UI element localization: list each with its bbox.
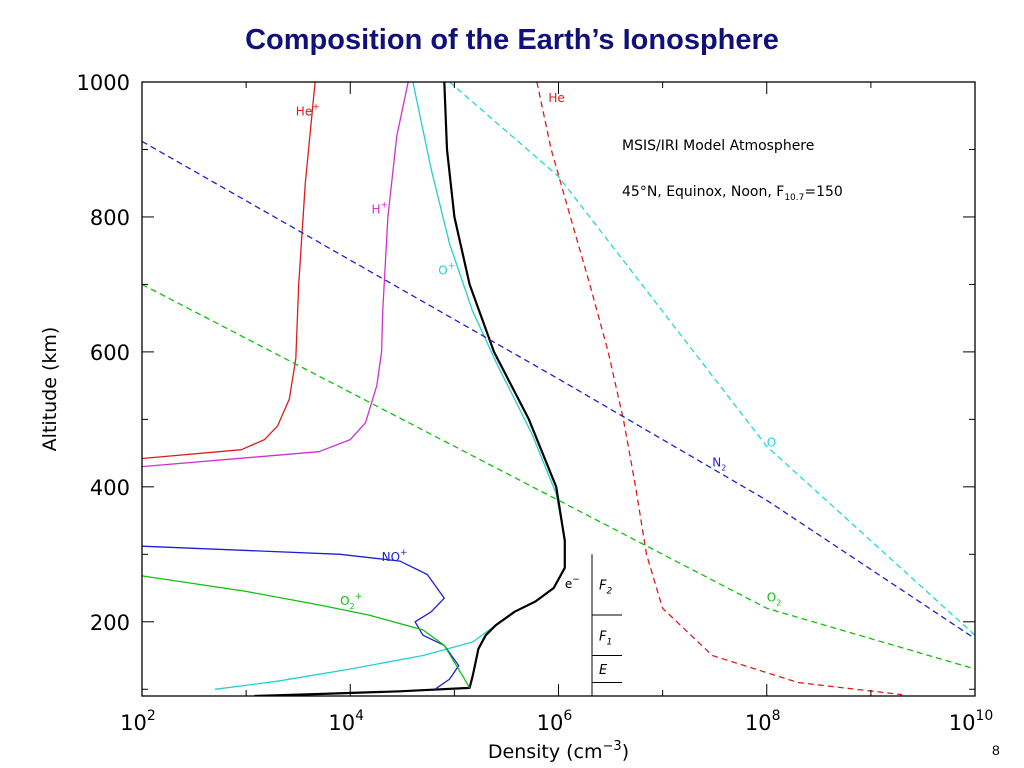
series-line-he-ion-0 [142,82,316,460]
series-label-1: H+ [372,201,389,217]
annotations: MSIS/IRI Model Atmosphere 45°N, Equinox, … [622,138,843,203]
y-axis-title: Altitude (km) [39,327,61,452]
y-tick-label-2: 600 [90,341,130,365]
series-group [142,82,975,696]
layer-label-f1: F1 [599,629,612,647]
series-labels: He+ H+ O+ e− NO+ O2+ He N2 O O2 [296,91,781,611]
x-tick-label-3: 108 [745,708,781,735]
x-tick-label-1: 104 [328,708,364,735]
model-annotation: MSIS/IRI Model Atmosphere [622,138,814,154]
series-line-o2-neutral-9 [142,283,975,670]
x-tick-label-2: 106 [537,708,573,735]
series-label-3: e− [565,575,580,591]
series-label-8: O [767,435,776,449]
y-tick-label-0: 200 [90,611,130,635]
x-tick-label-4: 1010 [949,708,994,735]
series-line-o2-ion-5 [142,575,471,689]
y-tick-label-1: 400 [90,476,130,500]
y-tick-label-4: 1000 [77,71,130,95]
series-label-4: NO+ [382,548,408,564]
series-label-7: N2 [712,456,726,473]
conditions-annotation: 45°N, Equinox, Noon, F10.7=150 [622,184,843,203]
series-line-no-ion-4 [142,545,460,690]
series-label-0: He+ [296,103,320,119]
x-axis-title: Density (cm−3) [488,739,629,763]
y-tick-label-3: 800 [90,206,130,230]
axes: 102 104 106 108 1010 200 400 600 800 1000 Density … [39,71,993,763]
slide-title: Composition of the Earth’s Ionosphere [245,24,779,56]
series-line-e-electron-3 [254,82,566,696]
series-line-o-neutral-8 [449,82,975,636]
series-label-9: O2 [767,591,782,608]
series-line-n2-neutral-7 [142,140,975,640]
page-number: 8 [992,742,1000,758]
series-label-2: O+ [438,261,455,277]
layer-label-e: E [599,663,608,678]
series-line-h-ion-1 [142,82,409,468]
ionosphere-layer-markers: F2 F1 E [591,554,622,696]
series-label-6: He [548,91,564,105]
series-label-5: O2+ [340,592,362,611]
series-line-he-neutral-6 [536,82,903,696]
layer-label-f2: F2 [599,579,612,597]
x-tick-label-0: 102 [120,708,156,735]
